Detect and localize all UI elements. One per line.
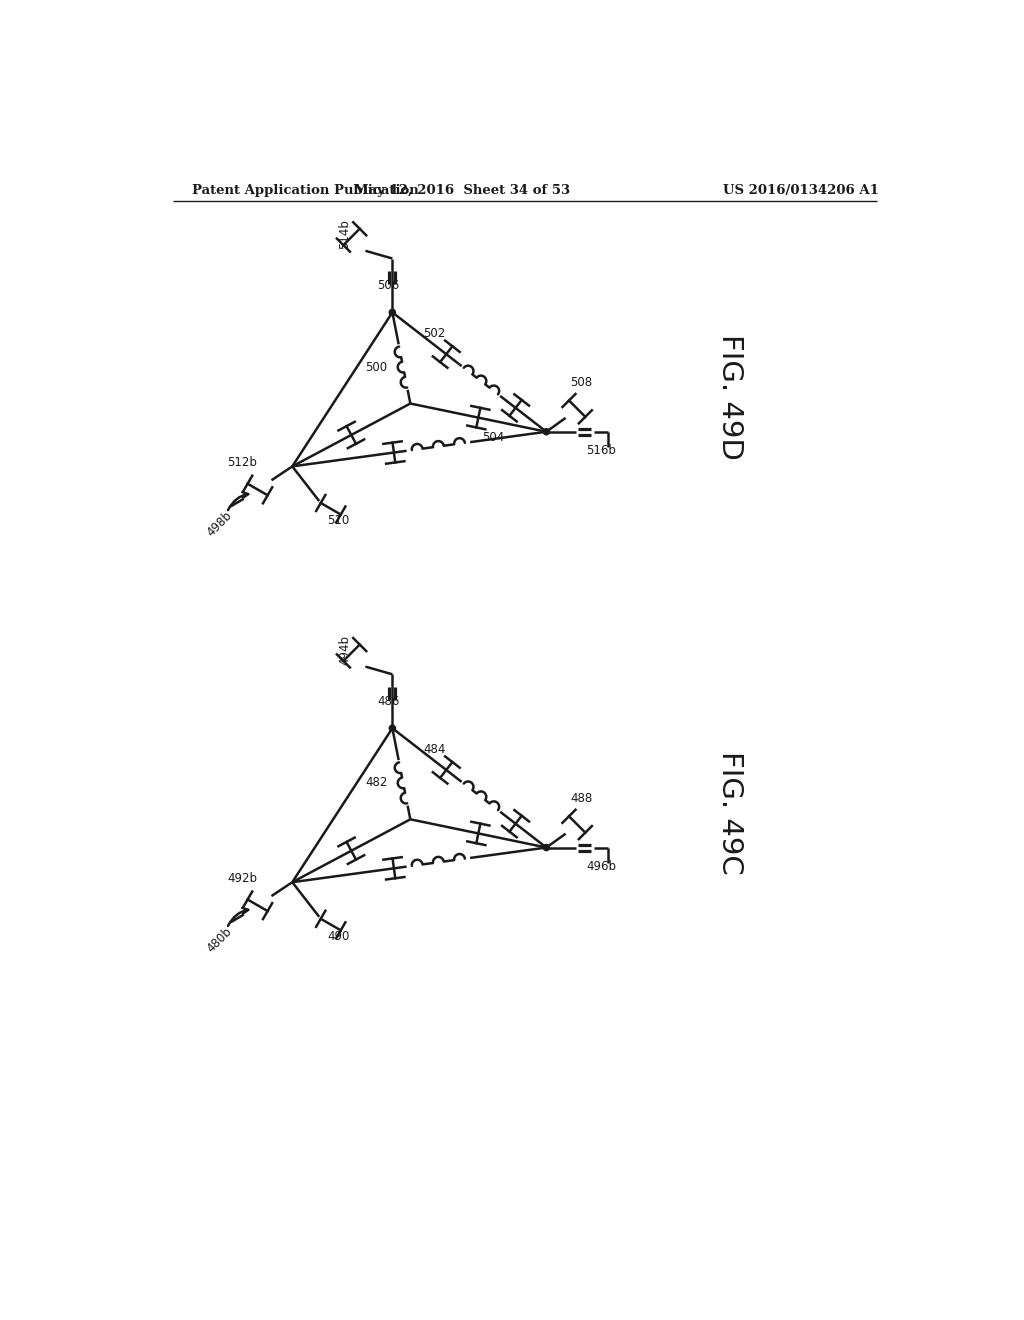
Circle shape [389,309,395,315]
Text: 482: 482 [366,776,388,789]
Text: 504: 504 [482,432,505,445]
Text: 480b: 480b [204,925,234,956]
Circle shape [389,725,395,731]
Text: FIG. 49D: FIG. 49D [716,334,743,461]
Text: 508: 508 [570,376,592,389]
Text: 496b: 496b [587,861,616,874]
Text: Patent Application Publication: Patent Application Publication [193,185,419,197]
Text: 516b: 516b [587,445,616,458]
Text: 512b: 512b [227,455,257,469]
Circle shape [544,429,550,434]
Text: FIG. 49C: FIG. 49C [716,751,743,875]
Text: May 12, 2016  Sheet 34 of 53: May 12, 2016 Sheet 34 of 53 [353,185,569,197]
Text: 494b: 494b [338,635,351,665]
Text: 498b: 498b [204,510,234,540]
Text: 490: 490 [328,929,349,942]
Circle shape [544,845,550,850]
Text: 510: 510 [328,515,349,527]
Text: US 2016/0134206 A1: US 2016/0134206 A1 [723,185,879,197]
Text: 502: 502 [424,327,445,341]
Text: 500: 500 [366,360,388,374]
Text: 488: 488 [570,792,592,805]
Text: 506: 506 [377,279,399,292]
Text: 486: 486 [377,694,399,708]
Text: 484: 484 [424,743,445,756]
Text: 492b: 492b [227,871,257,884]
Text: 514b: 514b [338,219,351,249]
